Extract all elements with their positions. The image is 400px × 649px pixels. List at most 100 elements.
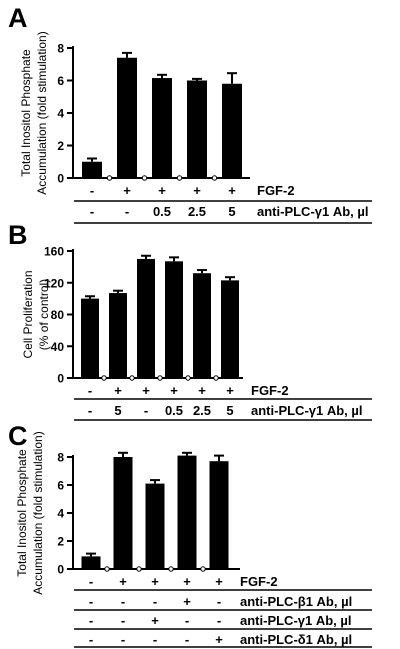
condition-value: - xyxy=(89,594,93,609)
condition-value: 2.5 xyxy=(193,403,211,418)
bar xyxy=(165,261,183,378)
y-tick-label: 8 xyxy=(57,451,64,465)
condition-value: + xyxy=(151,574,159,589)
condition-value: + xyxy=(193,183,201,198)
y-axis-label: Accumulation (fold stimulation) xyxy=(31,431,45,594)
condition-value: - xyxy=(153,594,157,609)
bar xyxy=(109,293,127,378)
condition-value: + xyxy=(114,383,122,398)
condition-value: + xyxy=(158,183,166,198)
x-tick-marker xyxy=(213,375,219,381)
y-axis-label: Accumulation (fold stimulation) xyxy=(35,31,49,194)
condition-value: + xyxy=(198,383,206,398)
bar xyxy=(117,57,137,178)
y-tick-label: 4 xyxy=(57,507,64,521)
x-tick-marker xyxy=(104,566,110,572)
condition-value: - xyxy=(125,204,129,219)
x-tick-marker xyxy=(141,175,148,181)
condition-value: - xyxy=(121,632,125,647)
condition-value: + xyxy=(142,383,150,398)
y-axis-label: (% of control) xyxy=(37,279,51,350)
y-tick-label: 6 xyxy=(57,74,64,88)
condition-value: + xyxy=(151,613,159,628)
condition-value: + xyxy=(226,383,234,398)
condition-value: - xyxy=(121,613,125,628)
condition-label: FGF-2 xyxy=(251,383,289,398)
x-tick-marker xyxy=(157,375,163,381)
condition-label: anti-PLC-γ1 Ab, µl xyxy=(257,204,369,219)
condition-value: + xyxy=(119,574,127,589)
y-axis-label: Cell Proliferation xyxy=(21,270,35,358)
condition-value: - xyxy=(89,632,93,647)
condition-value: - xyxy=(89,574,93,589)
condition-value: - xyxy=(153,632,157,647)
condition-value: + xyxy=(183,594,191,609)
condition-value: - xyxy=(185,632,189,647)
condition-value: - xyxy=(144,403,148,418)
condition-value: - xyxy=(90,183,94,198)
bar xyxy=(152,78,172,178)
condition-value: 5 xyxy=(228,204,235,219)
x-tick-marker xyxy=(168,566,174,572)
condition-label: anti-PLC-δ1 Ab, µl xyxy=(240,632,352,647)
x-tick-marker xyxy=(136,566,142,572)
condition-value: - xyxy=(217,594,221,609)
bar xyxy=(209,461,229,569)
y-tick-label: 80 xyxy=(51,308,65,322)
condition-value: + xyxy=(215,574,223,589)
x-tick-marker xyxy=(185,375,191,381)
y-tick-label: 40 xyxy=(51,340,65,354)
condition-value: + xyxy=(215,632,223,647)
bar xyxy=(113,457,133,569)
condition-label: FGF-2 xyxy=(257,183,295,198)
x-tick-marker xyxy=(211,175,218,181)
bar xyxy=(137,258,155,378)
condition-value: 2.5 xyxy=(188,204,206,219)
panel-a: A Total Inositol Phosphate Accumulation (f… xyxy=(8,3,372,224)
condition-value: - xyxy=(90,204,94,219)
x-tick-marker xyxy=(129,375,135,381)
bar xyxy=(81,556,101,569)
y-tick-label: 6 xyxy=(57,479,64,493)
y-tick-label: 160 xyxy=(44,245,64,259)
condition-value: - xyxy=(185,613,189,628)
condition-value: - xyxy=(217,613,221,628)
y-tick-label: 2 xyxy=(57,535,64,549)
condition-value: - xyxy=(121,594,125,609)
condition-value: 0.5 xyxy=(153,204,171,219)
condition-value: - xyxy=(89,613,93,628)
bar xyxy=(193,273,211,378)
panel-letter: A xyxy=(8,3,28,33)
panel-letter: B xyxy=(8,220,28,250)
panel-b: B Cell Proliferation (% of control) 0 40 80 12… xyxy=(8,220,372,421)
condition-label: FGF-2 xyxy=(240,574,278,589)
y-tick-label: 0 xyxy=(57,172,64,186)
panel-letter: C xyxy=(8,421,28,451)
bar xyxy=(187,80,207,178)
y-axis-label: Total Inositol Phosphate xyxy=(19,49,33,177)
condition-label: anti-PLC-γ1 Ab, µl xyxy=(240,613,352,628)
y-tick-label: 120 xyxy=(44,276,64,290)
bar xyxy=(82,161,102,178)
condition-label: anti-PLC-β1 Ab, µl xyxy=(240,594,352,609)
y-axis-label: Total Inositol Phosphate xyxy=(15,449,29,577)
y-tick-label: 4 xyxy=(57,107,64,121)
condition-label: anti-PLC-γ1 Ab, µl xyxy=(251,403,363,418)
x-tick-marker xyxy=(101,375,107,381)
y-tick-label: 0 xyxy=(57,372,64,386)
condition-value: - xyxy=(88,403,92,418)
x-tick-marker xyxy=(200,566,206,572)
condition-value: + xyxy=(170,383,178,398)
bar xyxy=(222,83,242,178)
x-tick-marker xyxy=(176,175,183,181)
y-tick-label: 0 xyxy=(57,563,64,577)
bar xyxy=(81,298,99,378)
condition-value: 5 xyxy=(114,403,121,418)
condition-value: + xyxy=(228,183,236,198)
bar xyxy=(221,280,239,378)
condition-value: 0.5 xyxy=(165,403,183,418)
bar xyxy=(177,455,197,569)
y-tick-label: 2 xyxy=(57,139,64,153)
condition-value: 5 xyxy=(226,403,233,418)
